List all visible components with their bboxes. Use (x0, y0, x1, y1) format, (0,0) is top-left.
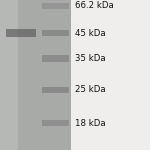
Text: 18 kDa: 18 kDa (75, 118, 106, 127)
Bar (70, 0, 150, 150)
Bar (42, 30, 69, 36)
Text: 35 kDa: 35 kDa (75, 54, 106, 63)
Bar (42, 3, 69, 9)
Text: 45 kDa: 45 kDa (75, 28, 106, 38)
Bar (42, 55, 69, 62)
Text: 66.2 kDa: 66.2 kDa (75, 2, 114, 10)
Bar (6, 29, 36, 37)
Text: 25 kDa: 25 kDa (75, 85, 106, 94)
Bar (42, 87, 69, 93)
Bar (0, 0, 18, 150)
Bar (0, 0, 70, 150)
Bar (42, 120, 69, 126)
